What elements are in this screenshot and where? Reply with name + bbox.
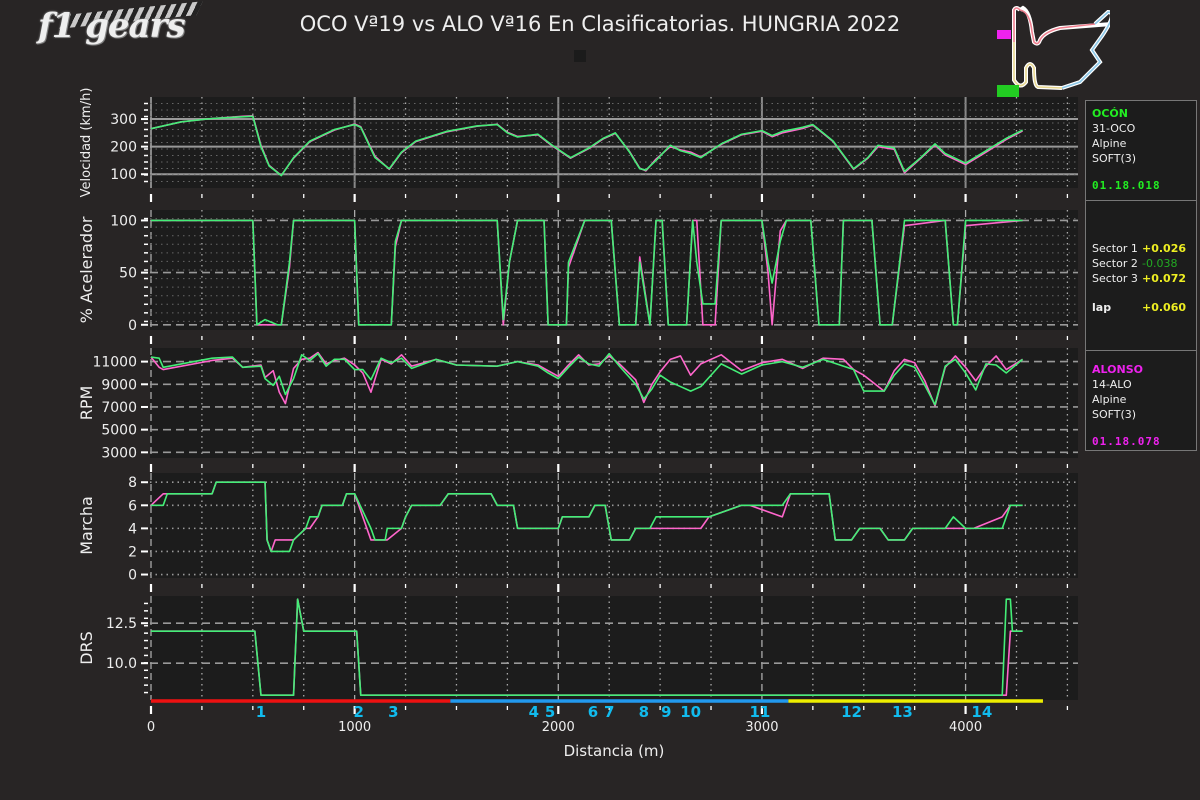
svg-text:100: 100 xyxy=(110,167,137,183)
turn-label: 5 xyxy=(545,703,555,721)
driver1-tyre: SOFT(3) xyxy=(1092,152,1137,165)
lap-delta-value: +0.060 xyxy=(1142,301,1187,314)
series-oco xyxy=(150,352,1024,406)
svg-text:RPM: RPM xyxy=(77,386,96,421)
svg-text:7000: 7000 xyxy=(101,400,137,416)
track-map xyxy=(997,5,1110,97)
sector-delta-value: +0.072 xyxy=(1142,272,1187,285)
svg-text:200: 200 xyxy=(110,140,137,156)
turn-label: 13 xyxy=(892,703,913,721)
svg-text:300: 300 xyxy=(110,112,137,128)
svg-text:Marcha: Marcha xyxy=(77,496,96,555)
svg-text:11000: 11000 xyxy=(92,355,137,371)
sector-delta-value: -0.038 xyxy=(1142,257,1178,270)
legend-marker xyxy=(574,50,586,62)
driver2-code: 14-ALO xyxy=(1092,378,1132,391)
svg-text:% Acelerador: % Acelerador xyxy=(77,216,96,323)
turn-label: 3 xyxy=(388,703,398,721)
series-oco xyxy=(150,115,1023,177)
panel-acelerador: 0 50 100 % Acelerador xyxy=(77,210,1078,344)
svg-text:10.0: 10.0 xyxy=(106,656,137,672)
turn-label: 11 xyxy=(749,703,770,721)
driver1-panel: OCÓN 31-OCO Alpine SOFT(3) 01.18.018 xyxy=(1085,100,1197,201)
driver2-team: Alpine xyxy=(1092,393,1127,406)
turn-label: 1 xyxy=(256,703,266,721)
lap-label: lap xyxy=(1092,301,1112,314)
x-tick-label: 4000 xyxy=(949,720,982,735)
alo-marker xyxy=(997,30,1011,39)
panel-marcha: 0 2 4 6 8 Marcha xyxy=(77,473,1078,592)
chart-title: OCO Vª19 vs ALO Vª16 En Clasificatorias.… xyxy=(0,12,1200,36)
turn-label: 8 xyxy=(639,703,649,721)
svg-text:DRS: DRS xyxy=(77,631,96,665)
svg-text:12.5: 12.5 xyxy=(106,616,137,632)
turn-label: 10 xyxy=(680,703,701,721)
svg-text:Velocidad (km/h): Velocidad (km/h) xyxy=(79,88,94,198)
x-tick-label: 3000 xyxy=(745,720,778,735)
sector-label: Sector 3 xyxy=(1092,272,1138,285)
panel-velocidad: 100 200 300 Velocidad (km/h) xyxy=(79,88,1078,202)
series-oco xyxy=(151,481,1023,553)
series-oco xyxy=(151,219,1023,326)
driver2-tyre: SOFT(3) xyxy=(1092,408,1137,421)
svg-text:0: 0 xyxy=(128,568,137,584)
x-axis-label: Distancia (m) xyxy=(564,742,665,760)
x-tick-label: 2000 xyxy=(542,720,575,735)
svg-text:5000: 5000 xyxy=(101,423,137,439)
turn-label: 2 xyxy=(353,703,363,721)
driver1-name: OCÓN xyxy=(1092,107,1128,120)
sector-delta-row: Sector 3 +0.072 xyxy=(1092,271,1190,286)
driver2-panel: ALONSO 14-ALO Alpine SOFT(3) 01.18.078 xyxy=(1085,350,1197,451)
x-tick-label: 0 xyxy=(147,720,155,735)
svg-text:8: 8 xyxy=(128,475,137,491)
svg-text:2: 2 xyxy=(128,544,137,560)
turn-label: 9 xyxy=(661,703,671,721)
turn-label: 4 xyxy=(529,703,539,721)
series-alo xyxy=(150,351,1024,407)
svg-text:50: 50 xyxy=(119,266,137,282)
panel-rpm: 3000 5000 7000 9000 11000 RPM xyxy=(77,348,1078,472)
svg-text:0: 0 xyxy=(128,318,137,334)
svg-text:9000: 9000 xyxy=(101,377,137,393)
sector-delta-row: Sector 2 -0.038 xyxy=(1092,256,1190,271)
panel-drs: 10.0 12.5 DRS xyxy=(77,596,1078,714)
svg-text:100: 100 xyxy=(110,213,137,229)
sector-delta-row: Sector 1 +0.026 xyxy=(1092,241,1190,256)
turn-label: 12 xyxy=(841,703,862,721)
delta-panel: Sector 1 +0.026 Sector 2 -0.038 Sector 3 +0… xyxy=(1085,200,1197,351)
svg-text:4: 4 xyxy=(128,521,137,537)
driver1-code: 31-OCO xyxy=(1092,122,1136,135)
driver2-name: ALONSO xyxy=(1092,363,1143,376)
driver1-lap-time: 01.18.018 xyxy=(1092,179,1161,192)
sector-label: Sector 2 xyxy=(1092,257,1138,270)
svg-text:3000: 3000 xyxy=(101,445,137,461)
driver1-team: Alpine xyxy=(1092,137,1127,150)
turn-label: 7 xyxy=(604,703,614,721)
series-oco xyxy=(151,598,1023,697)
turn-label: 14 xyxy=(971,703,992,721)
chart-title-text: OCO Vª19 vs ALO Vª16 En Clasificatorias.… xyxy=(299,12,901,36)
turn-label: 6 xyxy=(588,703,598,721)
driver2-lap-time: 01.18.078 xyxy=(1092,435,1161,448)
svg-text:6: 6 xyxy=(128,498,137,514)
sector-delta-value: +0.026 xyxy=(1142,242,1187,255)
lap-delta-row: lap +0.060 xyxy=(1092,300,1190,315)
x-tick-label: 1000 xyxy=(338,720,371,735)
f1gears-logo: f1 gears xyxy=(36,1,203,48)
sector-label: Sector 1 xyxy=(1092,242,1138,255)
oco-marker xyxy=(997,85,1019,97)
logo-text: f1 gears xyxy=(38,6,186,46)
